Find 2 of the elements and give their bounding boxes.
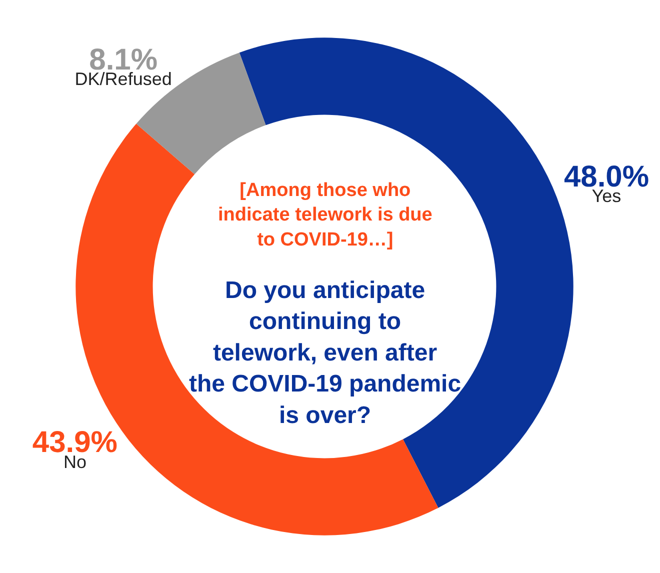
text: [Among those who indicate telework is due to COVID-19…] (218, 180, 432, 250)
text: Do you anticipate continuing to telework, even after the COVID-19 pandemic is over? (189, 277, 462, 429)
